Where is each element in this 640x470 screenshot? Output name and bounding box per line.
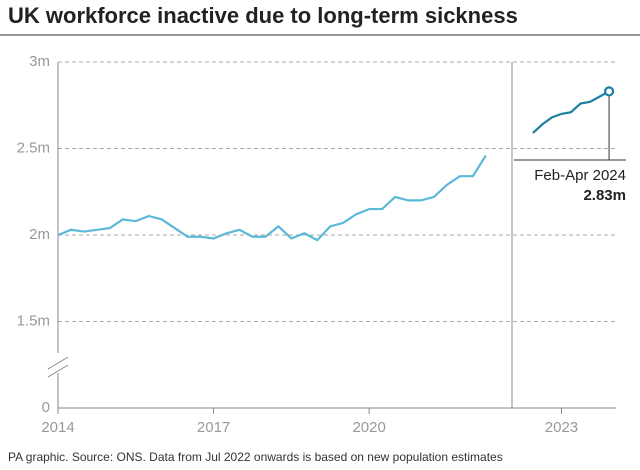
x-tick-label: 2017 <box>197 419 230 436</box>
source-note: PA graphic. Source: ONS. Data from Jul 2… <box>8 450 503 464</box>
y-tick-label: 3m <box>29 53 50 70</box>
y-tick-label: 2.5m <box>17 139 50 156</box>
line-series <box>57 154 487 242</box>
y-tick-label: 2m <box>29 226 50 243</box>
x-tick-label: 2023 <box>545 419 578 436</box>
line-series <box>532 90 610 134</box>
y-tick-label: 1.5m <box>17 312 50 329</box>
value-label: 2.83m <box>583 187 626 204</box>
y-tick-label: 0 <box>42 399 50 416</box>
point-marker <box>603 86 615 97</box>
x-tick-label: 2014 <box>41 419 74 436</box>
axis-break <box>47 356 69 378</box>
chart-title: UK workforce inactive due to long-term s… <box>8 3 518 28</box>
x-tick-label: 2020 <box>352 419 385 436</box>
annotation-label: Feb-Apr 2024 <box>534 167 626 184</box>
